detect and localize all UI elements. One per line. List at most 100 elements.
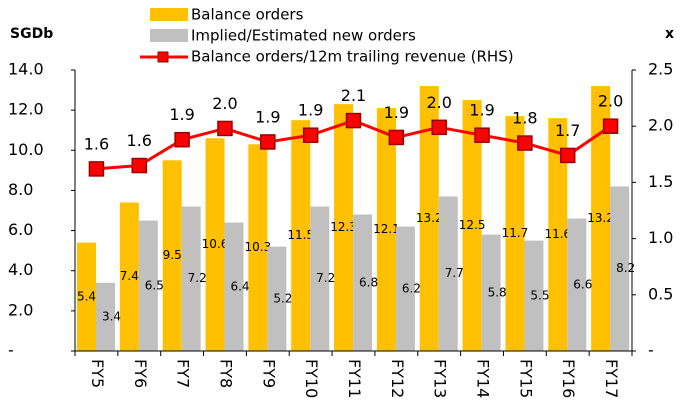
bar bbox=[138, 220, 158, 351]
bar bbox=[162, 160, 182, 351]
y2-tick-label: - bbox=[648, 341, 654, 360]
bar-value-label: 3.4 bbox=[102, 309, 121, 323]
x-tick-label: FY16 bbox=[559, 359, 578, 398]
bar bbox=[505, 116, 525, 352]
bar-value-label: 6.2 bbox=[402, 281, 421, 295]
line-value-label: 1.9 bbox=[384, 103, 409, 122]
bar bbox=[591, 86, 611, 352]
line-value-label: 1.6 bbox=[84, 134, 109, 153]
x-tick-label: FY10 bbox=[302, 359, 321, 398]
line-marker bbox=[260, 134, 276, 150]
legend-label: Balance orders bbox=[191, 6, 304, 24]
y-axis-label: SGDb bbox=[10, 26, 53, 42]
x-tick-label: FY7 bbox=[174, 359, 193, 388]
line-value-label: 2.1 bbox=[341, 86, 366, 105]
line-marker bbox=[131, 157, 148, 174]
bar bbox=[291, 120, 311, 351]
bar bbox=[96, 282, 115, 351]
y2-tick-label: 1.0 bbox=[648, 228, 673, 247]
line-marker bbox=[602, 118, 619, 134]
bar-value-label: 5.4 bbox=[77, 289, 96, 303]
line-marker bbox=[388, 129, 405, 146]
bar-value-label: 11.7 bbox=[502, 226, 529, 240]
y-tick-label: 6.0 bbox=[8, 220, 33, 239]
legend-swatch bbox=[150, 29, 188, 42]
line-marker bbox=[474, 127, 490, 143]
y-tick-label: 2.0 bbox=[8, 300, 33, 319]
x-tick-label: FY6 bbox=[131, 359, 150, 388]
bar bbox=[462, 100, 482, 351]
line-value-label: 1.9 bbox=[298, 101, 323, 120]
bar-value-label: 7.2 bbox=[316, 271, 335, 285]
bar-value-label: 5.2 bbox=[273, 291, 292, 305]
line-value-label: 1.7 bbox=[555, 121, 580, 140]
legend-label: Implied/Estimated new orders bbox=[191, 27, 416, 45]
line-marker bbox=[217, 120, 233, 137]
bar-value-label: 10.3 bbox=[245, 240, 272, 254]
line-value-label: 2.0 bbox=[212, 94, 237, 113]
bar bbox=[524, 240, 544, 351]
y-tick-label: 14.0 bbox=[8, 60, 44, 79]
bar-value-label: 7.4 bbox=[120, 269, 139, 283]
y2-tick-label: 1.5 bbox=[648, 172, 673, 191]
bar-value-label: 5.8 bbox=[488, 285, 507, 299]
bar-value-label: 12.1 bbox=[373, 222, 400, 236]
bar bbox=[267, 246, 287, 351]
line-value-label: 1.9 bbox=[469, 101, 494, 120]
bar-value-label: 6.8 bbox=[359, 275, 378, 289]
line-value-label: 2.0 bbox=[426, 93, 451, 112]
bar bbox=[248, 144, 268, 351]
bar-value-label: 13.2 bbox=[416, 211, 443, 225]
x-tick-label: FY12 bbox=[388, 359, 407, 398]
bar bbox=[353, 214, 373, 351]
y2-tick-label: 2.5 bbox=[648, 60, 673, 79]
y-tick-label: - bbox=[8, 341, 14, 360]
line-value-label: 1.9 bbox=[255, 107, 280, 126]
bar bbox=[419, 86, 439, 352]
bar-value-label: 11.5 bbox=[287, 228, 314, 242]
bar-value-label: 9.5 bbox=[163, 248, 182, 262]
legend-label: Balance orders/12m trailing revenue (RHS… bbox=[191, 48, 514, 66]
x-tick-label: FY8 bbox=[216, 359, 235, 388]
line-marker bbox=[88, 161, 105, 177]
line-value-label: 1.9 bbox=[169, 105, 194, 124]
y-tick-label: 12.0 bbox=[8, 100, 44, 119]
bar bbox=[119, 202, 139, 351]
line-marker bbox=[517, 135, 533, 151]
x-tick-label: FY14 bbox=[474, 359, 493, 398]
bar bbox=[548, 118, 568, 352]
legend-marker bbox=[157, 51, 169, 63]
line-marker bbox=[431, 119, 447, 136]
bar-value-label: 11.6 bbox=[544, 227, 571, 241]
legend-swatch bbox=[150, 8, 188, 21]
bar-value-label: 7.2 bbox=[188, 271, 207, 285]
bar bbox=[376, 108, 396, 351]
bar bbox=[77, 242, 96, 351]
x-tick-label: FY11 bbox=[345, 359, 364, 398]
line-value-label: 1.8 bbox=[512, 109, 537, 128]
bar-value-label: 12.5 bbox=[459, 218, 486, 232]
line-marker bbox=[174, 131, 190, 148]
bar-value-label: 12.3 bbox=[330, 220, 357, 234]
bar-value-label: 10.6 bbox=[202, 237, 229, 251]
bar-value-label: 6.4 bbox=[230, 279, 249, 293]
line-marker bbox=[559, 147, 576, 164]
bar bbox=[481, 234, 501, 351]
x-tick-label: FY17 bbox=[602, 359, 621, 398]
bar-value-label: 5.5 bbox=[530, 288, 549, 302]
bar-value-label: 13.2 bbox=[587, 211, 614, 225]
bar bbox=[224, 222, 244, 351]
bar bbox=[205, 138, 225, 351]
bar bbox=[334, 104, 354, 351]
bar-value-label: 7.7 bbox=[445, 266, 464, 280]
bar bbox=[610, 186, 630, 351]
y-tick-label: 10.0 bbox=[8, 140, 44, 159]
y2-tick-label: 0.5 bbox=[648, 284, 673, 303]
x-tick-label: FY9 bbox=[259, 359, 278, 388]
y2-tick-label: 2.0 bbox=[648, 116, 673, 135]
y-tick-label: 4.0 bbox=[8, 260, 33, 279]
line-value-label: 1.6 bbox=[127, 131, 152, 150]
bar bbox=[181, 206, 201, 351]
line-value-label: 2.0 bbox=[598, 92, 623, 111]
